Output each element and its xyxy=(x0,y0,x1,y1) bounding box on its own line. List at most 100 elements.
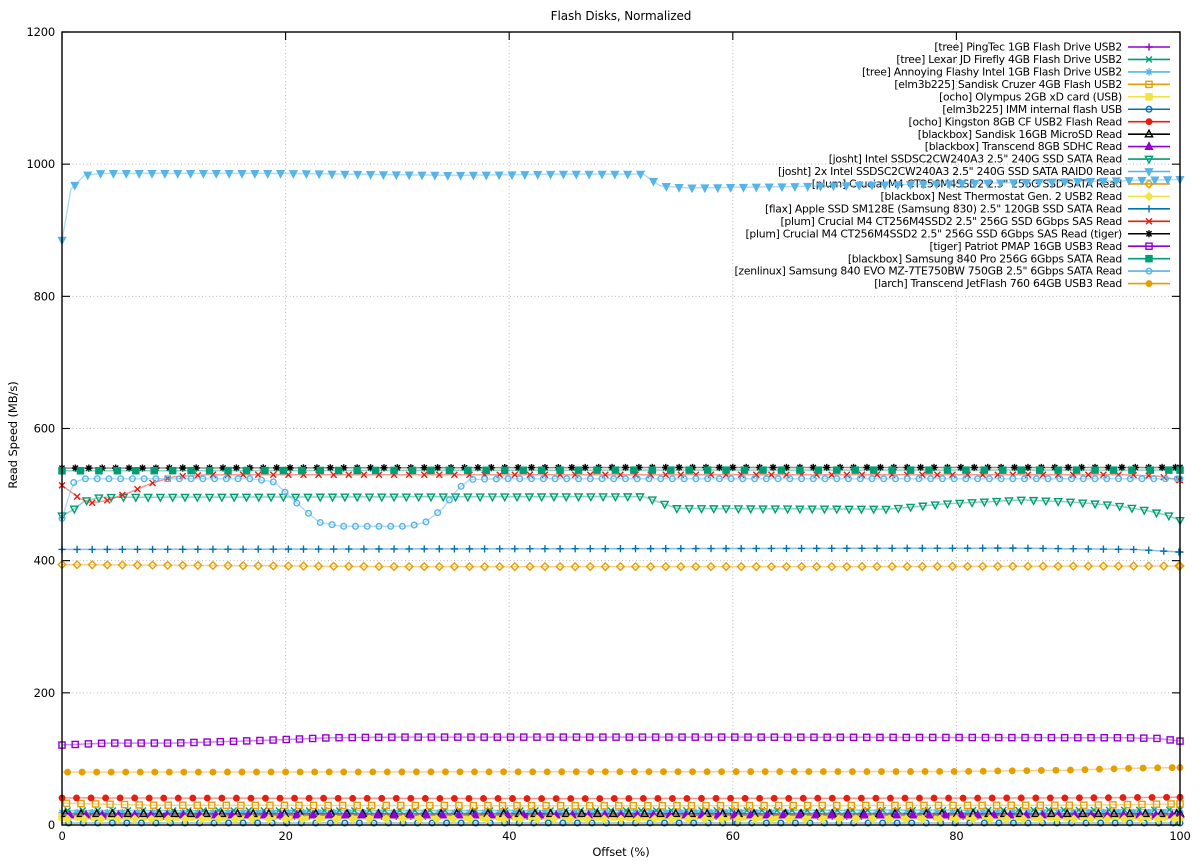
y-tick-label: 1000 xyxy=(27,157,55,171)
series-markers-triangle-down-open-icon xyxy=(57,493,1185,526)
x-tick-label: 40 xyxy=(502,829,516,843)
y-tick-label: 200 xyxy=(34,686,55,700)
x-tick-label: 0 xyxy=(58,829,65,843)
series-6 xyxy=(58,793,1184,803)
series-3 xyxy=(61,799,1184,810)
series-markers-circle-open-icon xyxy=(65,819,1184,827)
series-18 xyxy=(58,475,1184,530)
legend-label: [elm3b225] IMM internal flash USB xyxy=(942,103,1122,116)
legend-label: [blackbox] Nest Thermostat Gen. 2 USB2 R… xyxy=(881,190,1123,203)
series-markers-circle-filled-icon xyxy=(58,793,1184,803)
legend-marker-circle-open-icon xyxy=(1145,105,1153,113)
y-tick-label: 800 xyxy=(34,289,55,303)
legend-marker-asterisk-icon xyxy=(1145,230,1153,238)
legend-label: [tree] Lexar JD Firefly 4GB Flash Drive … xyxy=(896,53,1122,66)
legend-marker-square-open-icon xyxy=(1145,80,1153,89)
legend-marker-triangle-up-filled-icon xyxy=(1144,141,1154,150)
legend-label: [blackbox] Sandisk 16GB MicroSD Read xyxy=(918,128,1122,141)
legend-entry: [zenlinux] Samsung 840 EVO MZ-7TE750BW 7… xyxy=(734,265,1170,278)
legend-marker-square-filled-icon xyxy=(1145,254,1153,263)
legend-marker-plus-icon xyxy=(1145,205,1153,213)
legend-label: [blackbox] Samsung 840 Pro 256G 6Gbps SA… xyxy=(848,252,1122,265)
series-markers-square-open-icon xyxy=(58,733,1184,749)
legend-entry: [elm3b225] Sandisk Cruzer 4GB Flash USB2 xyxy=(894,78,1170,91)
series-9 xyxy=(57,493,1185,526)
legend-marker-diamond-open-icon xyxy=(1144,179,1154,189)
series-line xyxy=(61,736,1181,746)
y-tick-label: 0 xyxy=(48,818,55,832)
series-19 xyxy=(62,764,1184,776)
legend-label: [ocho] Olympus 2GB xD card (USB) xyxy=(939,90,1122,103)
gridlines xyxy=(62,32,1181,825)
legend-entry: [blackbox] Samsung 840 Pro 256G 6Gbps SA… xyxy=(848,252,1170,265)
legend-entry: [tree] PingTec 1GB Flash Drive USB2 xyxy=(934,41,1170,54)
legend-entry: [tree] Lexar JD Firefly 4GB Flash Drive … xyxy=(896,53,1170,66)
series-markers-diamond-filled-icon xyxy=(62,814,1185,824)
series-line xyxy=(61,495,1181,522)
series-10 xyxy=(57,170,1185,246)
legend-entry: [blackbox] Sandisk 16GB MicroSD Read xyxy=(918,128,1170,141)
series-markers-square-filled-icon xyxy=(58,466,1184,475)
legend-marker-triangle-down-filled-icon xyxy=(1144,168,1154,177)
plot-border xyxy=(61,31,1181,826)
legend-marker-circle-open-icon xyxy=(1145,267,1153,275)
legend-marker-cross-icon xyxy=(1145,56,1153,63)
x-tick-label: 80 xyxy=(949,829,963,843)
legend-label: [plum] Crucial M4 CT256M4SSD2 2.5" 256G … xyxy=(812,178,1122,191)
chart-title: Flash Disks, Normalized xyxy=(550,9,692,23)
series-markers-circle-filled-icon xyxy=(64,764,1184,776)
legend-entry: [tiger] Patriot PMAP 16GB USB3 Read xyxy=(929,240,1170,253)
legend-marker-circle-filled-icon xyxy=(1145,118,1153,126)
series-line xyxy=(61,477,1180,528)
legend-label: [josht] Intel SSDSC2CW240A3 2.5" 240G SS… xyxy=(829,153,1122,166)
legend-label: [ocho] Kingston 8GB CF USB2 Flash Read xyxy=(909,115,1122,128)
legend-entry: [josht] Intel SSDSC2CW240A3 2.5" 240G SS… xyxy=(829,153,1170,166)
legend-entry: [plum] Crucial M4 CT256M4SSD2 2.5" 256G … xyxy=(745,227,1170,240)
series-markers-triangle-down-filled-icon xyxy=(57,170,1185,246)
legend-label: [blackbox] Transcend 8GB SDHC Read xyxy=(925,140,1122,153)
legend: [tree] PingTec 1GB Flash Drive USB2[tree… xyxy=(734,41,1170,290)
legend-entry: [josht] 2x Intel SSDSC2CW240A3 2.5" 240G… xyxy=(778,165,1170,178)
legend-label: [tree] PingTec 1GB Flash Drive USB2 xyxy=(934,41,1122,54)
x-tick-label: 60 xyxy=(726,829,740,843)
legend-entry: [tree] Annoying Flashy Intel 1GB Flash D… xyxy=(862,66,1170,79)
legend-entry: [plum] Crucial M4 CT256M4SSD2 2.5" 256G … xyxy=(812,178,1170,191)
x-tick-label: 20 xyxy=(278,829,292,843)
legend-entry: [flax] Apple SSD SM128E (Samsung 830) 2.… xyxy=(765,202,1170,215)
series-plot xyxy=(57,170,1185,827)
y-tick-label: 400 xyxy=(34,554,55,568)
legend-label: [flax] Apple SSD SM128E (Samsung 830) 2.… xyxy=(765,202,1122,215)
legend-marker-circle-filled-icon xyxy=(1145,280,1153,288)
legend-marker-plus-icon xyxy=(1145,43,1153,51)
legend-label: [larch] Transcend JetFlash 760 64GB USB3… xyxy=(874,277,1122,290)
legend-marker-square-filled-icon xyxy=(1145,93,1153,101)
series-16 xyxy=(58,733,1184,749)
legend-label: [zenlinux] Samsung 840 EVO MZ-7TE750BW 7… xyxy=(734,265,1122,278)
legend-entry: [elm3b225] IMM internal flash USB xyxy=(942,103,1170,116)
series-line xyxy=(61,172,1181,241)
series-line xyxy=(61,563,1180,568)
legend-entry: [blackbox] Nest Thermostat Gen. 2 USB2 R… xyxy=(881,190,1170,203)
legend-marker-triangle-down-open-icon xyxy=(1144,155,1154,165)
legend-label: [elm3b225] Sandisk Cruzer 4GB Flash USB2 xyxy=(894,78,1122,91)
y-axis-label: Read Speed (MB/s) xyxy=(6,381,20,489)
legend-entry: [larch] Transcend JetFlash 760 64GB USB3… xyxy=(874,277,1170,290)
x-tick-label: 100 xyxy=(1169,829,1190,843)
legend-marker-asterisk-icon xyxy=(1145,68,1153,76)
series-markers-diamond-open-icon xyxy=(57,559,1185,572)
legend-marker-square-open-icon xyxy=(1145,242,1153,250)
legend-label: [tree] Annoying Flashy Intel 1GB Flash D… xyxy=(862,66,1122,79)
series-11 xyxy=(57,559,1185,572)
y-tick-label: 600 xyxy=(34,422,55,436)
series-17 xyxy=(58,466,1184,475)
legend-marker-triangle-up-open-icon xyxy=(1144,128,1154,138)
series-markers-square-open-icon xyxy=(62,799,1184,810)
legend-label: [plum] Crucial M4 CT256M4SSD2 2.5" 256G … xyxy=(745,227,1122,240)
legend-entry: [blackbox] Transcend 8GB SDHC Read xyxy=(925,140,1170,153)
series-markers-plus-icon xyxy=(58,544,1184,556)
x-axis-label: Offset (%) xyxy=(592,845,650,859)
legend-entry: [ocho] Kingston 8GB CF USB2 Flash Read xyxy=(909,115,1170,128)
legend-entry: [ocho] Olympus 2GB xD card (USB) xyxy=(939,90,1170,103)
